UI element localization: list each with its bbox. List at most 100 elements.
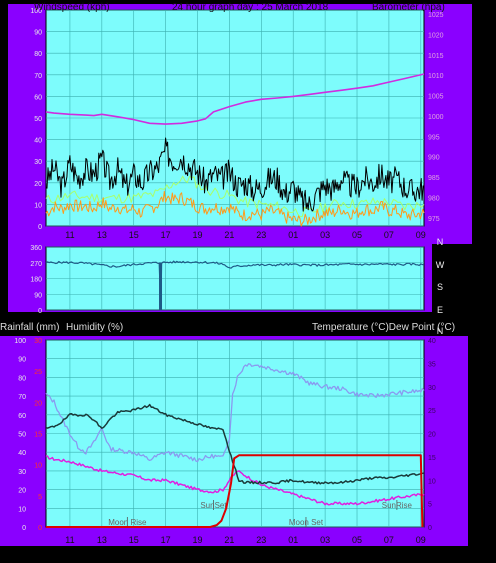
x-tick-label: 07 [384,230,394,240]
wind-speed-tick: 50 [34,116,42,123]
x-tick-label: 05 [352,230,362,240]
wind-speed-tick: 30 [34,159,42,166]
wind-speed-tick: 20 [34,181,42,188]
rainfall-tick: 15 [34,432,42,439]
barometer-tick: 980 [428,195,440,202]
x-tick-label: 23 [256,230,266,240]
compass-label: E [437,305,443,315]
x-tick-label: 11 [65,230,74,240]
wind-average-line [45,190,425,227]
x-tick-label: 21 [224,535,234,545]
x-tick-label: 13 [97,230,107,240]
direction-spike [159,262,163,310]
temperature-tick: 40 [428,338,436,345]
x-tick-label: 19 [193,535,203,545]
humidity-axis-title: Humidity (%) [66,322,123,333]
header-right-label: Barometer (hpa) [372,2,445,13]
direction-panel-series [45,260,425,311]
humidity-tick: 100 [14,338,26,345]
humidity-tick: 60 [18,413,26,420]
x-tick-label: 09 [416,230,426,240]
wind-light-line [45,175,425,218]
barometer-tick: 1010 [428,73,444,80]
wind-panel-series [45,73,425,227]
wind-direction-line [45,260,425,311]
x-tick-label: 15 [129,535,139,545]
humidity-tick: 40 [18,450,26,457]
direction-panel-ticks: 0 90 180 270 360 N W S E N [30,237,444,336]
temperature-tick: 35 [428,361,436,368]
dew-point-line [45,455,425,506]
barometer-tick: 1000 [428,114,444,121]
x-tick-label: 21 [224,230,234,240]
compass-label: W [436,260,445,270]
barometer-tick: 1025 [428,12,444,19]
rainfall-tick: 20 [34,400,42,407]
humidity-tick: 50 [18,432,26,439]
humidity-tick: 0 [22,525,26,532]
rainfall-line [46,454,424,528]
wind-speed-tick: 0 [38,224,42,231]
annotation-label: SunRise [382,501,413,510]
wind-speed-tick: 70 [34,73,42,80]
x-tick-label: 11 [65,535,74,545]
x-tick-label: 07 [384,535,394,545]
temp-panel-ticks: 0102030405060708090100051015202530051015… [14,338,436,545]
humidity-line [45,363,425,463]
humidity-tick: 20 [18,488,26,495]
temperature-line [45,403,425,485]
temperature-tick: 25 [428,408,436,415]
wind-speed-tick: 80 [34,51,42,58]
humidity-tick: 90 [18,357,26,364]
temperature-axis-title: Temperature (°C)Dew Point (°C) [312,322,455,333]
direction-panel-grid [46,246,424,311]
header-center-label: 24 hour graph day : 25 March 2018 [172,2,329,13]
x-tick-label: 03 [320,535,330,545]
humidity-tick: 80 [18,375,26,382]
x-tick-label: 03 [320,230,330,240]
wind-panel-ticks: 0102030405060708090100975980985990995100… [30,8,443,240]
barometer-tick: 1005 [428,94,444,101]
x-tick-label: 17 [161,230,171,240]
temperature-tick: 5 [428,502,432,509]
x-tick-label: 19 [193,230,203,240]
barometer-tick: 1020 [428,32,444,39]
rainfall-tick: 30 [34,338,42,345]
humidity-tick: 10 [18,506,26,513]
wind-gust-line [45,137,425,212]
temperature-tick: 10 [428,478,436,485]
rainfall-tick: 10 [34,463,42,470]
header-left-label: Windspeed (kph) [34,2,110,13]
rainfall-axis-title: Rainfall (mm) [0,322,59,333]
annotation-label: SunSet [200,501,227,510]
humidity-tick: 30 [18,469,26,476]
x-tick-label: 23 [256,535,266,545]
barometer-tick: 995 [428,134,440,141]
annotation-label: Moon Rise [108,518,147,527]
rainfall-tick: 5 [38,494,42,501]
barometer-tick: 1015 [428,53,444,60]
x-tick-label: 13 [97,535,107,545]
direction-tick: 270 [30,261,42,268]
direction-tick: 360 [30,245,42,252]
x-tick-label: 09 [416,535,426,545]
wind-speed-tick: 100 [30,8,42,15]
temp-panel-series [45,363,425,528]
compass-label: N [437,237,444,247]
wind-speed-tick: 60 [34,94,42,101]
temperature-tick: 30 [428,385,436,392]
barometer-line [45,73,425,125]
direction-tick: 90 [34,292,42,299]
temperature-tick: 0 [428,525,432,532]
temp-panel-annotations: Moon Rise SunSet Moon Set SunRise [108,500,413,527]
x-tick-label: 15 [129,230,139,240]
wind-speed-tick: 40 [34,138,42,145]
compass-label: S [437,282,443,292]
barometer-tick: 975 [428,216,440,223]
rainfall-tick: 25 [34,369,42,376]
compass-label: N [437,326,444,336]
annotation-label: Moon Set [289,518,324,527]
temp-panel-grid [46,339,424,528]
